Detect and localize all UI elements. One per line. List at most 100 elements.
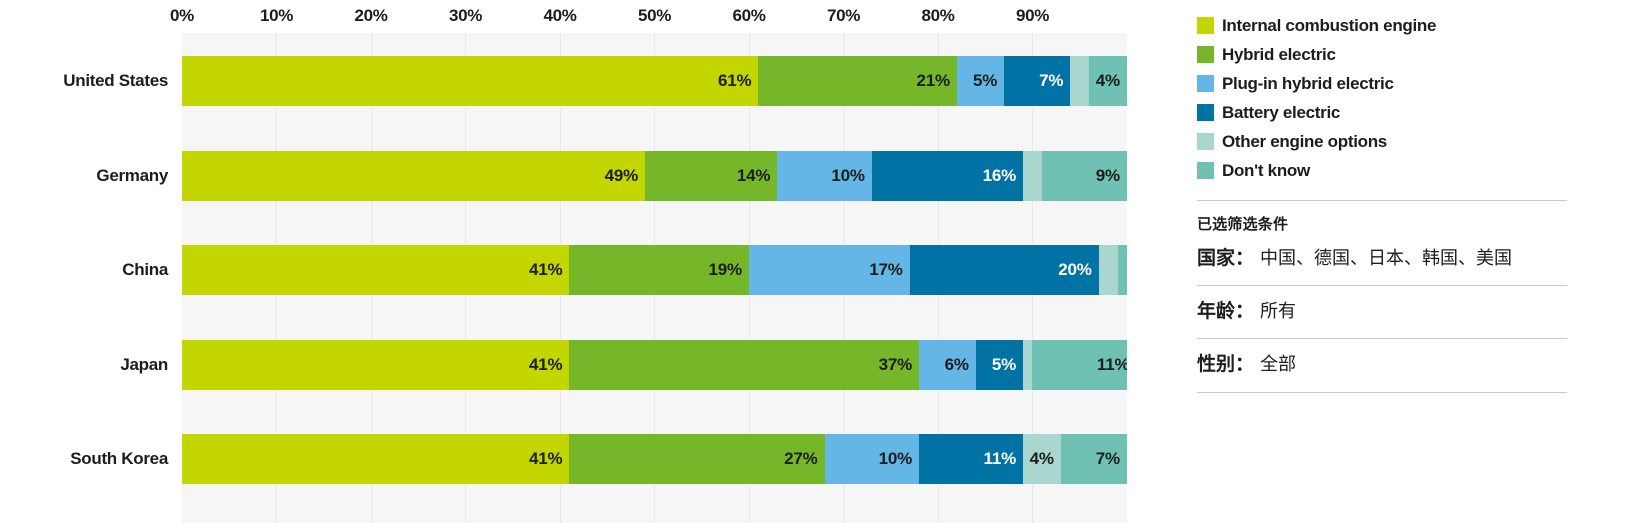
bar-segment[interactable]: 9% (1041, 150, 1127, 201)
bar-segment[interactable]: 17% (748, 245, 910, 295)
divider (1197, 338, 1567, 339)
bar-value-label: 41% (529, 449, 563, 468)
bar-value-label: 41% (529, 354, 563, 374)
bar-value-label: 9% (1095, 165, 1120, 185)
bar-value-label: 21% (916, 71, 950, 90)
bar-value-label: 11% (983, 449, 1017, 468)
legend-swatch (1197, 17, 1214, 34)
bar-value-label: 17% (869, 260, 903, 279)
bar-segment[interactable]: 49% (182, 150, 646, 201)
bar-segment[interactable] (1023, 339, 1033, 390)
x-axis-tick-label: 50% (637, 6, 672, 25)
bar-segment[interactable]: 7% (1060, 434, 1127, 484)
category-label: China (122, 260, 168, 279)
legend-item[interactable]: Battery electric (1197, 104, 1436, 121)
legend-item[interactable]: Hybrid electric (1197, 46, 1436, 63)
bar-value-label: 4% (1095, 71, 1120, 90)
bar-value-label: 5% (991, 354, 1017, 374)
bar-segment[interactable]: 10% (824, 434, 920, 484)
bar-value-label: 27% (784, 449, 818, 468)
bar-value-label: 14% (736, 165, 771, 185)
bar-value-label: 11% (1096, 354, 1127, 374)
filter-row-gender[interactable]: 性别： 全部 (1197, 349, 1296, 376)
bar-row: 49% 14% 10% 16% 9% (182, 150, 1127, 201)
filter-label-gender: 性别： (1197, 354, 1255, 375)
legend-swatch (1197, 162, 1214, 179)
filter-row-age[interactable]: 年龄： 所有 (1197, 296, 1296, 323)
x-axis-tick-label: 10% (259, 6, 294, 25)
bar-value-label: 20% (1058, 260, 1092, 279)
bar-value-label: 41% (529, 260, 563, 279)
legend-swatch (1197, 104, 1214, 121)
bar-segment[interactable]: 41% (182, 245, 570, 295)
bar-segment[interactable] (1117, 245, 1127, 295)
x-axis-tick-label: 30% (448, 6, 483, 25)
bar-row: 41% 27% 10% 11% 4% 7% (182, 434, 1127, 484)
legend-label: Other engine options (1222, 132, 1387, 151)
category-label: South Korea (70, 449, 168, 468)
legend-swatch (1197, 133, 1214, 150)
x-axis-tick-label: 90% (1015, 6, 1050, 25)
bar-segment[interactable]: 7% (1004, 56, 1071, 106)
bar-segment[interactable]: 10% (777, 150, 872, 201)
bar-segment[interactable]: 61% (182, 56, 759, 106)
bar-value-label: 4% (1029, 449, 1054, 468)
divider (1197, 285, 1567, 286)
legend-label: Hybrid electric (1222, 45, 1336, 64)
bar-value-label: 16% (982, 165, 1017, 185)
x-axis-tick-label: 80% (921, 6, 955, 25)
x-axis-tick-label: 20% (354, 6, 388, 25)
legend: Internal combustion engine Hybrid electri… (1197, 17, 1436, 191)
x-axis-tick-label: 0% (170, 6, 194, 25)
filter-label-age: 年龄： (1197, 301, 1255, 322)
bar-value-label: 5% (972, 71, 998, 90)
bar-value-label: 10% (831, 165, 865, 185)
legend-item[interactable]: Other engine options (1197, 133, 1436, 150)
divider (1197, 392, 1567, 393)
filter-value-gender: 全部 (1260, 354, 1297, 374)
legend-item[interactable]: Don't know (1197, 162, 1436, 179)
bar-segment[interactable]: 5% (975, 339, 1024, 390)
bar-row: 61% 21% 5% 7% 4% (182, 56, 1127, 106)
bar-segment[interactable]: 11% (1032, 339, 1127, 390)
bar-segment[interactable] (1023, 150, 1042, 201)
bar-segment[interactable]: 4% (1089, 56, 1127, 106)
bar-segment[interactable] (1070, 56, 1090, 106)
x-axis-tick-label: 70% (826, 6, 861, 25)
bar-value-label: 37% (878, 354, 913, 374)
bar-row: 41% 37% 6% 5% 11% (182, 339, 1127, 390)
bar-value-label: 6% (944, 354, 969, 374)
bar-segment[interactable]: 20% (909, 245, 1099, 295)
filter-value-country: 中国、德国、日本、韩国、美国 (1260, 248, 1513, 268)
divider (1197, 200, 1567, 201)
bar-segment[interactable] (1098, 245, 1118, 295)
bar-segment[interactable]: 41% (182, 339, 570, 390)
category-label: United States (63, 71, 168, 90)
bar-segment[interactable]: 16% (871, 150, 1024, 201)
bar-segment[interactable]: 21% (758, 56, 957, 106)
filter-row-country[interactable]: 国家： 中国、德国、日本、韩国、美国 (1197, 243, 1512, 270)
legend-item[interactable]: Internal combustion engine (1197, 17, 1436, 34)
bar-segment[interactable]: 6% (919, 339, 976, 390)
bar-segment[interactable]: 41% (182, 434, 570, 484)
bar-value-label: 7% (1095, 449, 1120, 468)
filter-value-age: 所有 (1260, 301, 1297, 321)
bar-segment[interactable]: 14% (645, 150, 778, 201)
bar-row: 41% 19% 17% 20% (182, 245, 1127, 295)
bar-segment[interactable]: 19% (569, 245, 749, 295)
legend-label: Don't know (1222, 161, 1310, 180)
legend-item[interactable]: Plug-in hybrid electric (1197, 75, 1436, 92)
bar-value-label: 7% (1039, 71, 1064, 90)
legend-label: Internal combustion engine (1222, 16, 1437, 35)
bar-segment[interactable]: 5% (956, 56, 1005, 106)
legend-swatch (1197, 75, 1214, 92)
bar-value-label: 10% (878, 449, 913, 468)
bar-segment[interactable]: 4% (1023, 434, 1061, 484)
bar-segment[interactable]: 11% (919, 434, 1024, 484)
bar-segment[interactable]: 37% (569, 339, 920, 390)
x-axis-tick-label: 40% (543, 6, 577, 25)
legend-label: Plug-in hybrid electric (1222, 74, 1394, 93)
filter-label-country: 国家： (1197, 248, 1255, 269)
bar-segment[interactable]: 27% (569, 434, 825, 484)
